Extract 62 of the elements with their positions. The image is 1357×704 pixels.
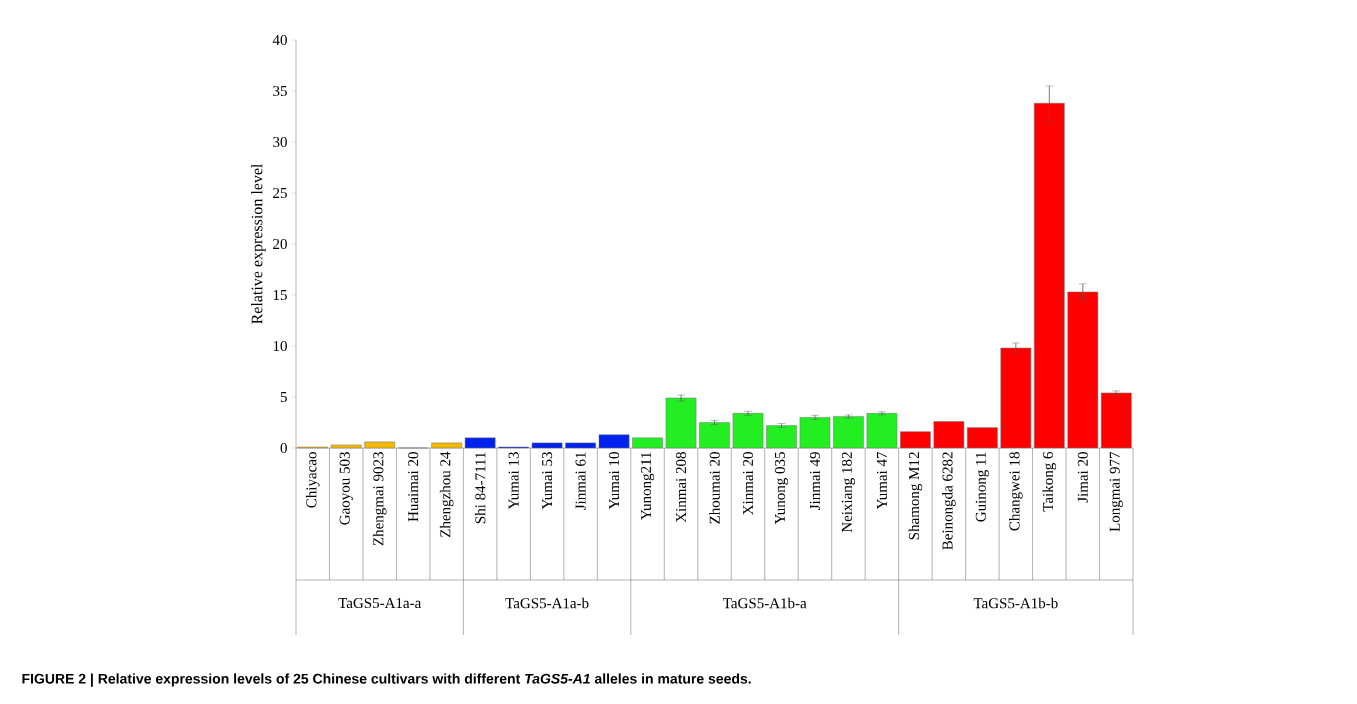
bar [933, 421, 965, 449]
y-tick-label: 40 [272, 34, 287, 46]
y-tick-label: 15 [273, 289, 287, 301]
text: TaGS5-A1a-a [338, 597, 422, 609]
x-tick-label: Taikong 6 [1042, 451, 1057, 512]
caption: FIGURE 2 | Relative expression levels of 25 Chinese cultivars with different TaGS5-A1 alleles in mature seeds. [22, 673, 751, 687]
y-tick-label: 0 [280, 442, 287, 454]
x-tick-label: Guinong 11 [975, 452, 989, 522]
bar [531, 442, 563, 449]
x-tick-label: Yumai 10 [609, 452, 620, 510]
x-tick-label: Yumai 13 [508, 452, 519, 510]
x-tick-label: Beinongda 6282 [942, 452, 956, 550]
bar [866, 413, 898, 449]
x-tick-label: Neixiang 182 [841, 452, 856, 533]
bar [632, 437, 663, 449]
x-tick-label: Jimai 20 [1077, 452, 1088, 503]
y-tick-label: 25 [273, 187, 287, 199]
x-tick-label: Jinmai 49 [809, 452, 820, 510]
y-tick-label: 5 [280, 392, 287, 402]
y-tick-label: 30 [273, 136, 287, 148]
bar [1000, 347, 1032, 449]
bar [766, 425, 797, 449]
bar [565, 442, 596, 449]
bar [598, 434, 630, 449]
x-tick-label: Shi 84-7111 [474, 452, 486, 524]
bar [1067, 291, 1099, 449]
text: TaGS5-A1b-b [973, 597, 1058, 609]
x-tick-label: Xinmai 208 [675, 452, 687, 523]
bar [799, 417, 831, 449]
x-tick-label: Yunong211 [640, 452, 655, 520]
y-tick-label: 20 [273, 238, 287, 250]
x-tick-label: Huaimai 20 [408, 452, 419, 522]
x-tick-label: Zhengmai 9023 [372, 452, 387, 546]
text: TaGS5-A1a-b [505, 597, 589, 609]
bar [967, 427, 998, 449]
text: TaGS5-A1b-a [723, 597, 807, 609]
y-axis-title: Relative expression level [251, 163, 266, 324]
y-tick-label: 10 [273, 340, 287, 352]
bar [464, 437, 496, 449]
x-tick-label: Xinmai 20 [742, 452, 754, 515]
bar [732, 413, 764, 449]
bar [665, 397, 697, 449]
bar [364, 441, 396, 449]
x-tick-label: Chiyacao [305, 452, 320, 508]
x-tick-label: Yumai 47 [876, 451, 887, 510]
bar [833, 416, 864, 449]
x-tick-label: Yumai 53 [542, 452, 553, 510]
x-tick-label: Longmai 977 [1109, 451, 1123, 532]
bar [1100, 392, 1132, 449]
x-tick-label: Jinmai 61 [575, 452, 586, 510]
x-tick-label: Shamong M12 [908, 452, 923, 540]
bar [900, 431, 931, 449]
y-tick-label: 35 [273, 85, 287, 97]
bar [699, 422, 730, 449]
x-tick-label: Yunong 035 [774, 452, 789, 525]
bar [330, 444, 362, 449]
bar [431, 442, 462, 449]
x-tick-label: Zhengzhou 24 [439, 451, 454, 538]
x-tick-label: Zhoumai 20 [709, 452, 720, 524]
x-tick-label: Changwei 18 [1009, 452, 1023, 531]
bar [1034, 103, 1065, 449]
x-tick-label: Gaoyou 503 [339, 452, 353, 525]
